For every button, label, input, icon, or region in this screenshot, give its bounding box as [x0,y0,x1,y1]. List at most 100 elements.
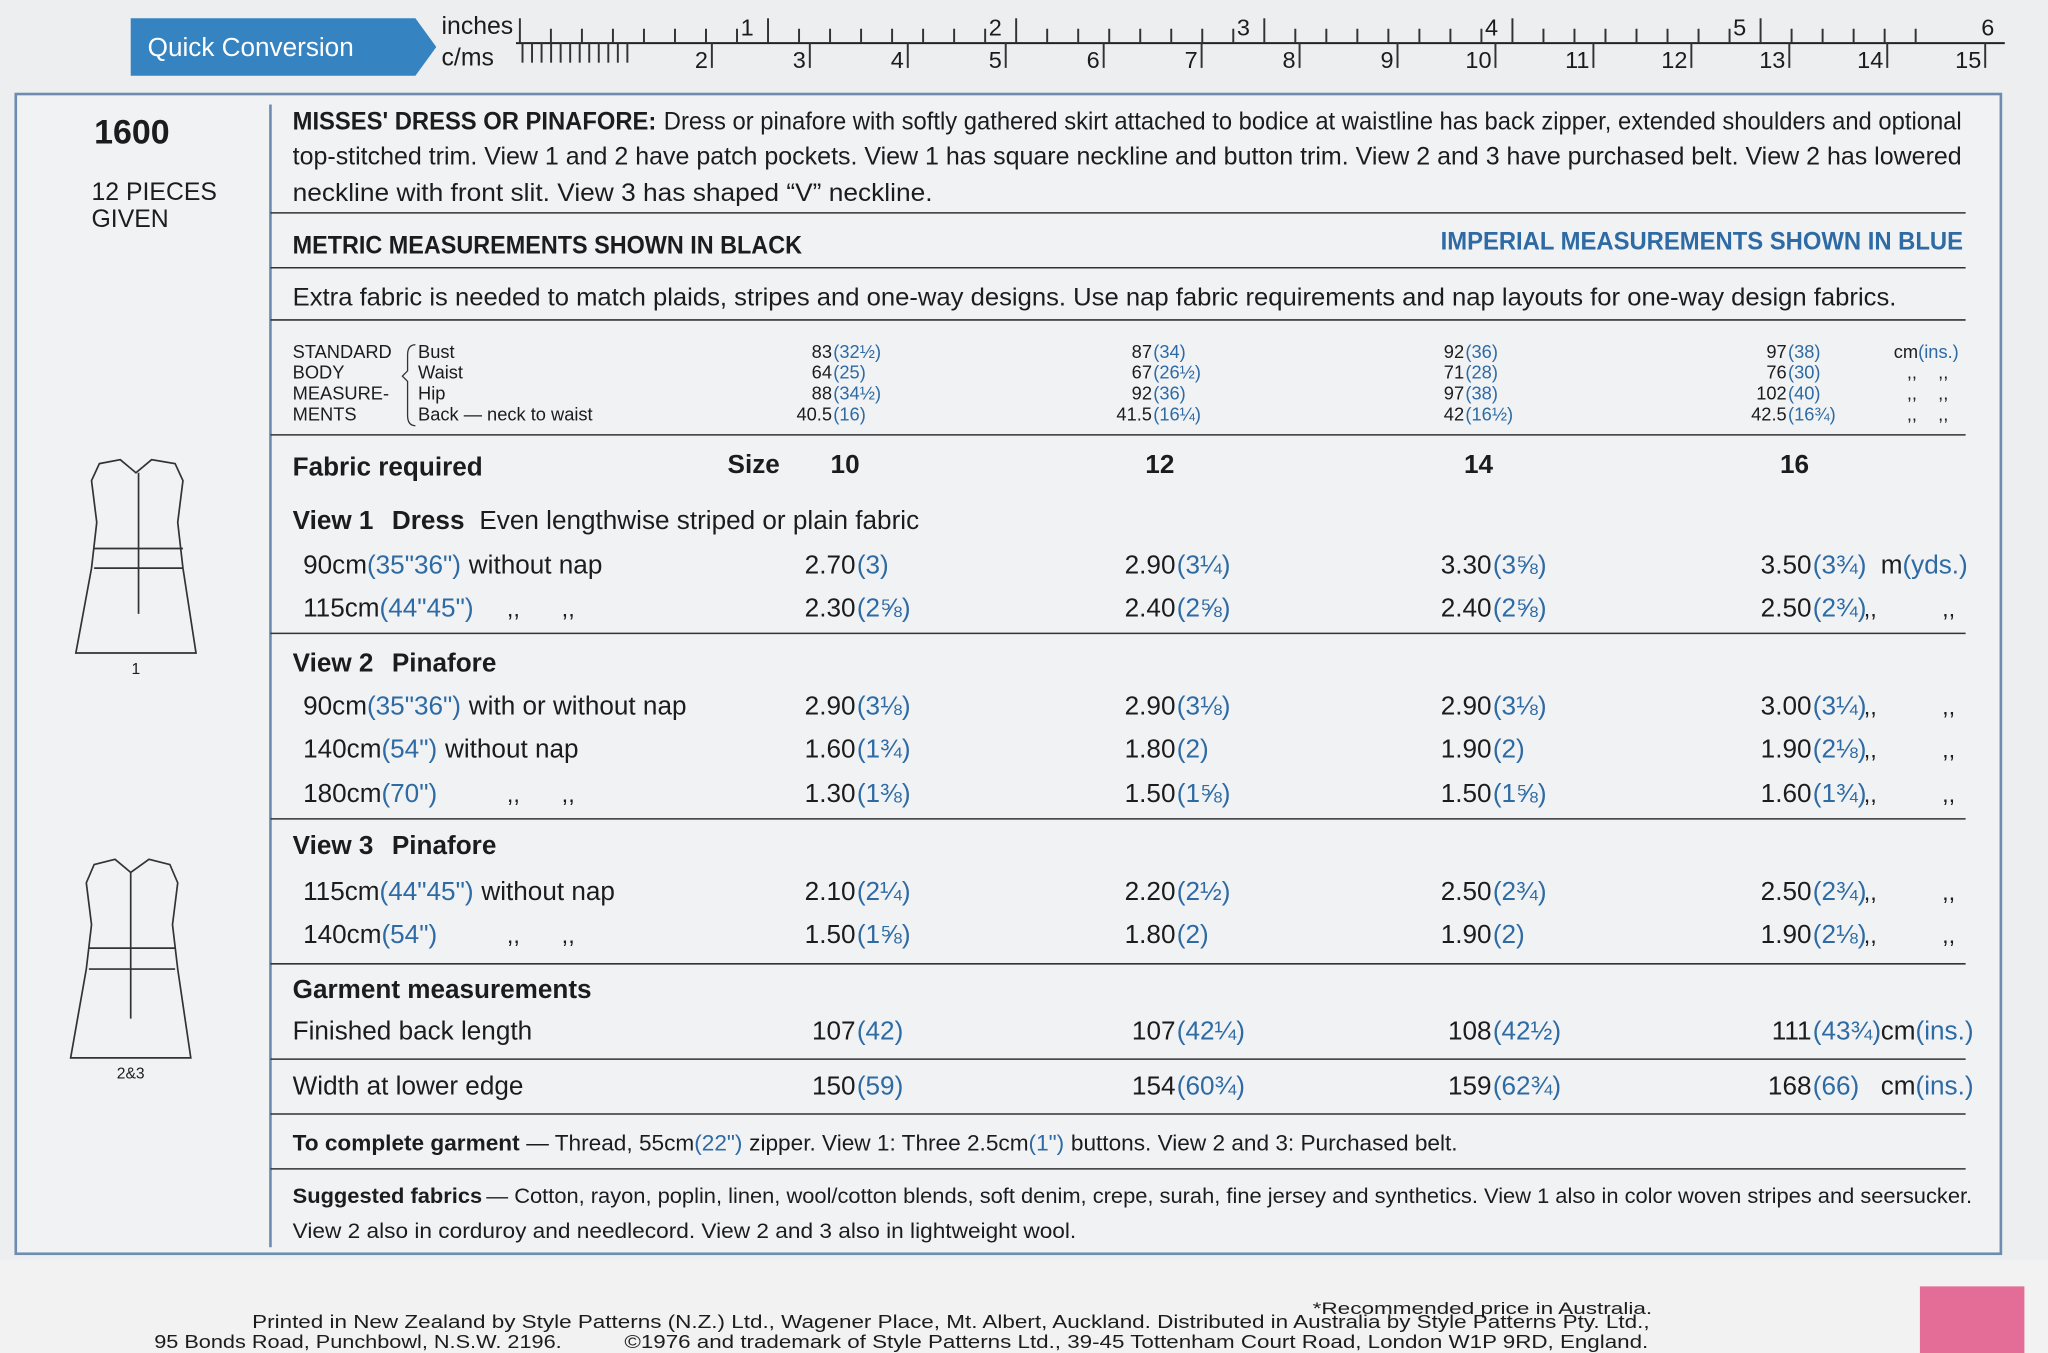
imperial-value: (26½) [1153,362,1201,383]
metric-value: 2.50 [1761,592,1812,622]
description-text: Dress or pinafore with softly gathered s… [664,108,1962,135]
metric-value: 1.90 [1761,733,1812,763]
width-note: without nap [468,549,603,579]
size: 10 [831,449,860,479]
width-metric: 140cm [303,733,381,763]
cm-mark: 10 [1465,47,1491,73]
notions-part: (22") [694,1131,742,1156]
quick-conversion-box [130,18,437,76]
metric-notice: METRIC MEASUREMENTS SHOWN IN BLACK [293,232,802,259]
imperial-value: (2¾) [1493,876,1547,906]
fabric-width: 90cm(35"36") without nap [303,549,602,579]
width-note: without nap [480,876,615,906]
notions-part: zipper. View 1: Three 2.5cm [749,1131,1028,1156]
metric-value: 107 [812,1016,856,1046]
unit-metric: cm [1894,341,1918,362]
imperial-value: (3⅛) [857,690,911,720]
notions-part: buttons. View 2 and 3: Purchased belt. [1071,1131,1458,1156]
body-heading: STANDARD [293,341,392,362]
ditto: ,, [562,595,575,621]
cm-mark: 14 [1857,47,1883,73]
imperial-value: (42) [857,1016,903,1046]
imperial-value: (2) [1493,919,1525,949]
suggested-fabrics: Suggested fabrics — Cotton, rayon, poplin… [293,1185,1972,1208]
imperial-value: (30) [1788,362,1820,383]
imperial-value: (2¾) [1813,876,1867,906]
width-note: with or without nap [468,690,687,720]
unit-metric: cm [1881,1070,1916,1100]
cm-mark: 15 [1955,47,1981,73]
metric-value: 1.90 [1441,733,1492,763]
metric-value: 87 [1132,341,1152,362]
notions: To complete garment — Thread, 55cm (22") zi… [293,1131,1458,1156]
width-imperial: (54") [381,733,437,763]
ditto: ,, [1942,693,1955,719]
dress-view-1-details [94,472,183,614]
address: 95 Bonds Road, Punchbowl, N.S.W. 2196. [154,1331,561,1352]
metric-value: 97 [1444,383,1464,404]
metric-value: 42.5 [1751,404,1787,425]
width-metric: 115cm [303,592,379,622]
metric-value: 71 [1444,362,1464,383]
imperial-value: (1¾) [1813,778,1867,808]
ditto: ,, [1942,595,1955,621]
ditto: ,, [1907,362,1917,383]
metric-value: 150 [812,1070,856,1100]
metric-value: 1.50 [1441,778,1492,808]
notions-part: To complete garment [293,1131,521,1156]
inch-mark: 5 [1733,14,1746,40]
ditto: ,, [1942,922,1955,948]
metric-value: 1.60 [1761,778,1812,808]
width-metric: 140cm [303,919,381,949]
metric-value: 2.70 [805,549,856,579]
metric-value: 1.60 [805,733,856,763]
metric-value: 2.50 [1761,876,1812,906]
fabric-note: Extra fabric is needed to match plaids, … [293,285,1897,312]
price-tag [1919,1286,2025,1353]
cm-mark: 13 [1759,47,1785,73]
metric-value: 97 [1766,341,1786,362]
imperial-value: (3⅛) [1177,690,1231,720]
unit-imperial: (yds.) [1902,549,1967,579]
imperial-value: (42½) [1493,1016,1561,1046]
printer-note: Printed in New Zealand by Style Patterns… [252,1311,1649,1332]
ditto: ,, [1864,879,1877,905]
imperial-value: (3) [857,549,889,579]
body-label: Waist [418,362,463,383]
cm-mark: 8 [1283,47,1296,73]
frame [14,92,2003,1256]
view-title: View 2 [293,647,374,677]
pieces: 12 PIECES [92,179,217,206]
ditto: ,, [1942,736,1955,762]
ditto: ,, [1864,781,1877,807]
width-metric: 90cm [303,690,367,720]
metric-value: 1.50 [805,919,856,949]
view-title: Even lengthwise striped or plain fabric [479,505,919,535]
quick-conversion-title: Quick Conversion [148,32,354,62]
ditto: ,, [1907,383,1917,404]
metric-value: 159 [1448,1070,1492,1100]
imperial-value: (3¼) [1177,549,1231,579]
width-imperial: (44"45") [380,876,474,906]
imperial-value: (2⅝) [1493,592,1547,622]
body-heading: MENTS [293,404,357,425]
ditto: ,, [562,781,575,807]
view-title: View 1 [293,505,374,535]
description-line: MISSES' DRESS OR PINAFORE: Dress or pinaf… [293,108,1962,135]
metric-value: 2.50 [1441,876,1492,906]
imperial-value: (59) [857,1070,903,1100]
dress-view-2-3-details [88,872,176,1019]
imperial-value: (2½) [1177,876,1231,906]
dress-view-1 [74,458,197,654]
unit-imperial: (ins.) [1916,1016,1974,1046]
imperial-value: (1⅜) [857,778,911,808]
metric-value: 88 [812,383,832,404]
imperial-value: (3¼) [1813,690,1867,720]
imperial-value: (2⅝) [857,592,911,622]
metric-value: 76 [1766,362,1786,383]
pieces: GIVEN [92,206,169,233]
cm-mark: 3 [793,47,806,73]
imperial-value: (43¾) [1813,1016,1881,1046]
dress-view-2-3 [69,858,192,1059]
suggested-fabrics: View 2 also in corduroy and needlecord. … [293,1220,1077,1243]
